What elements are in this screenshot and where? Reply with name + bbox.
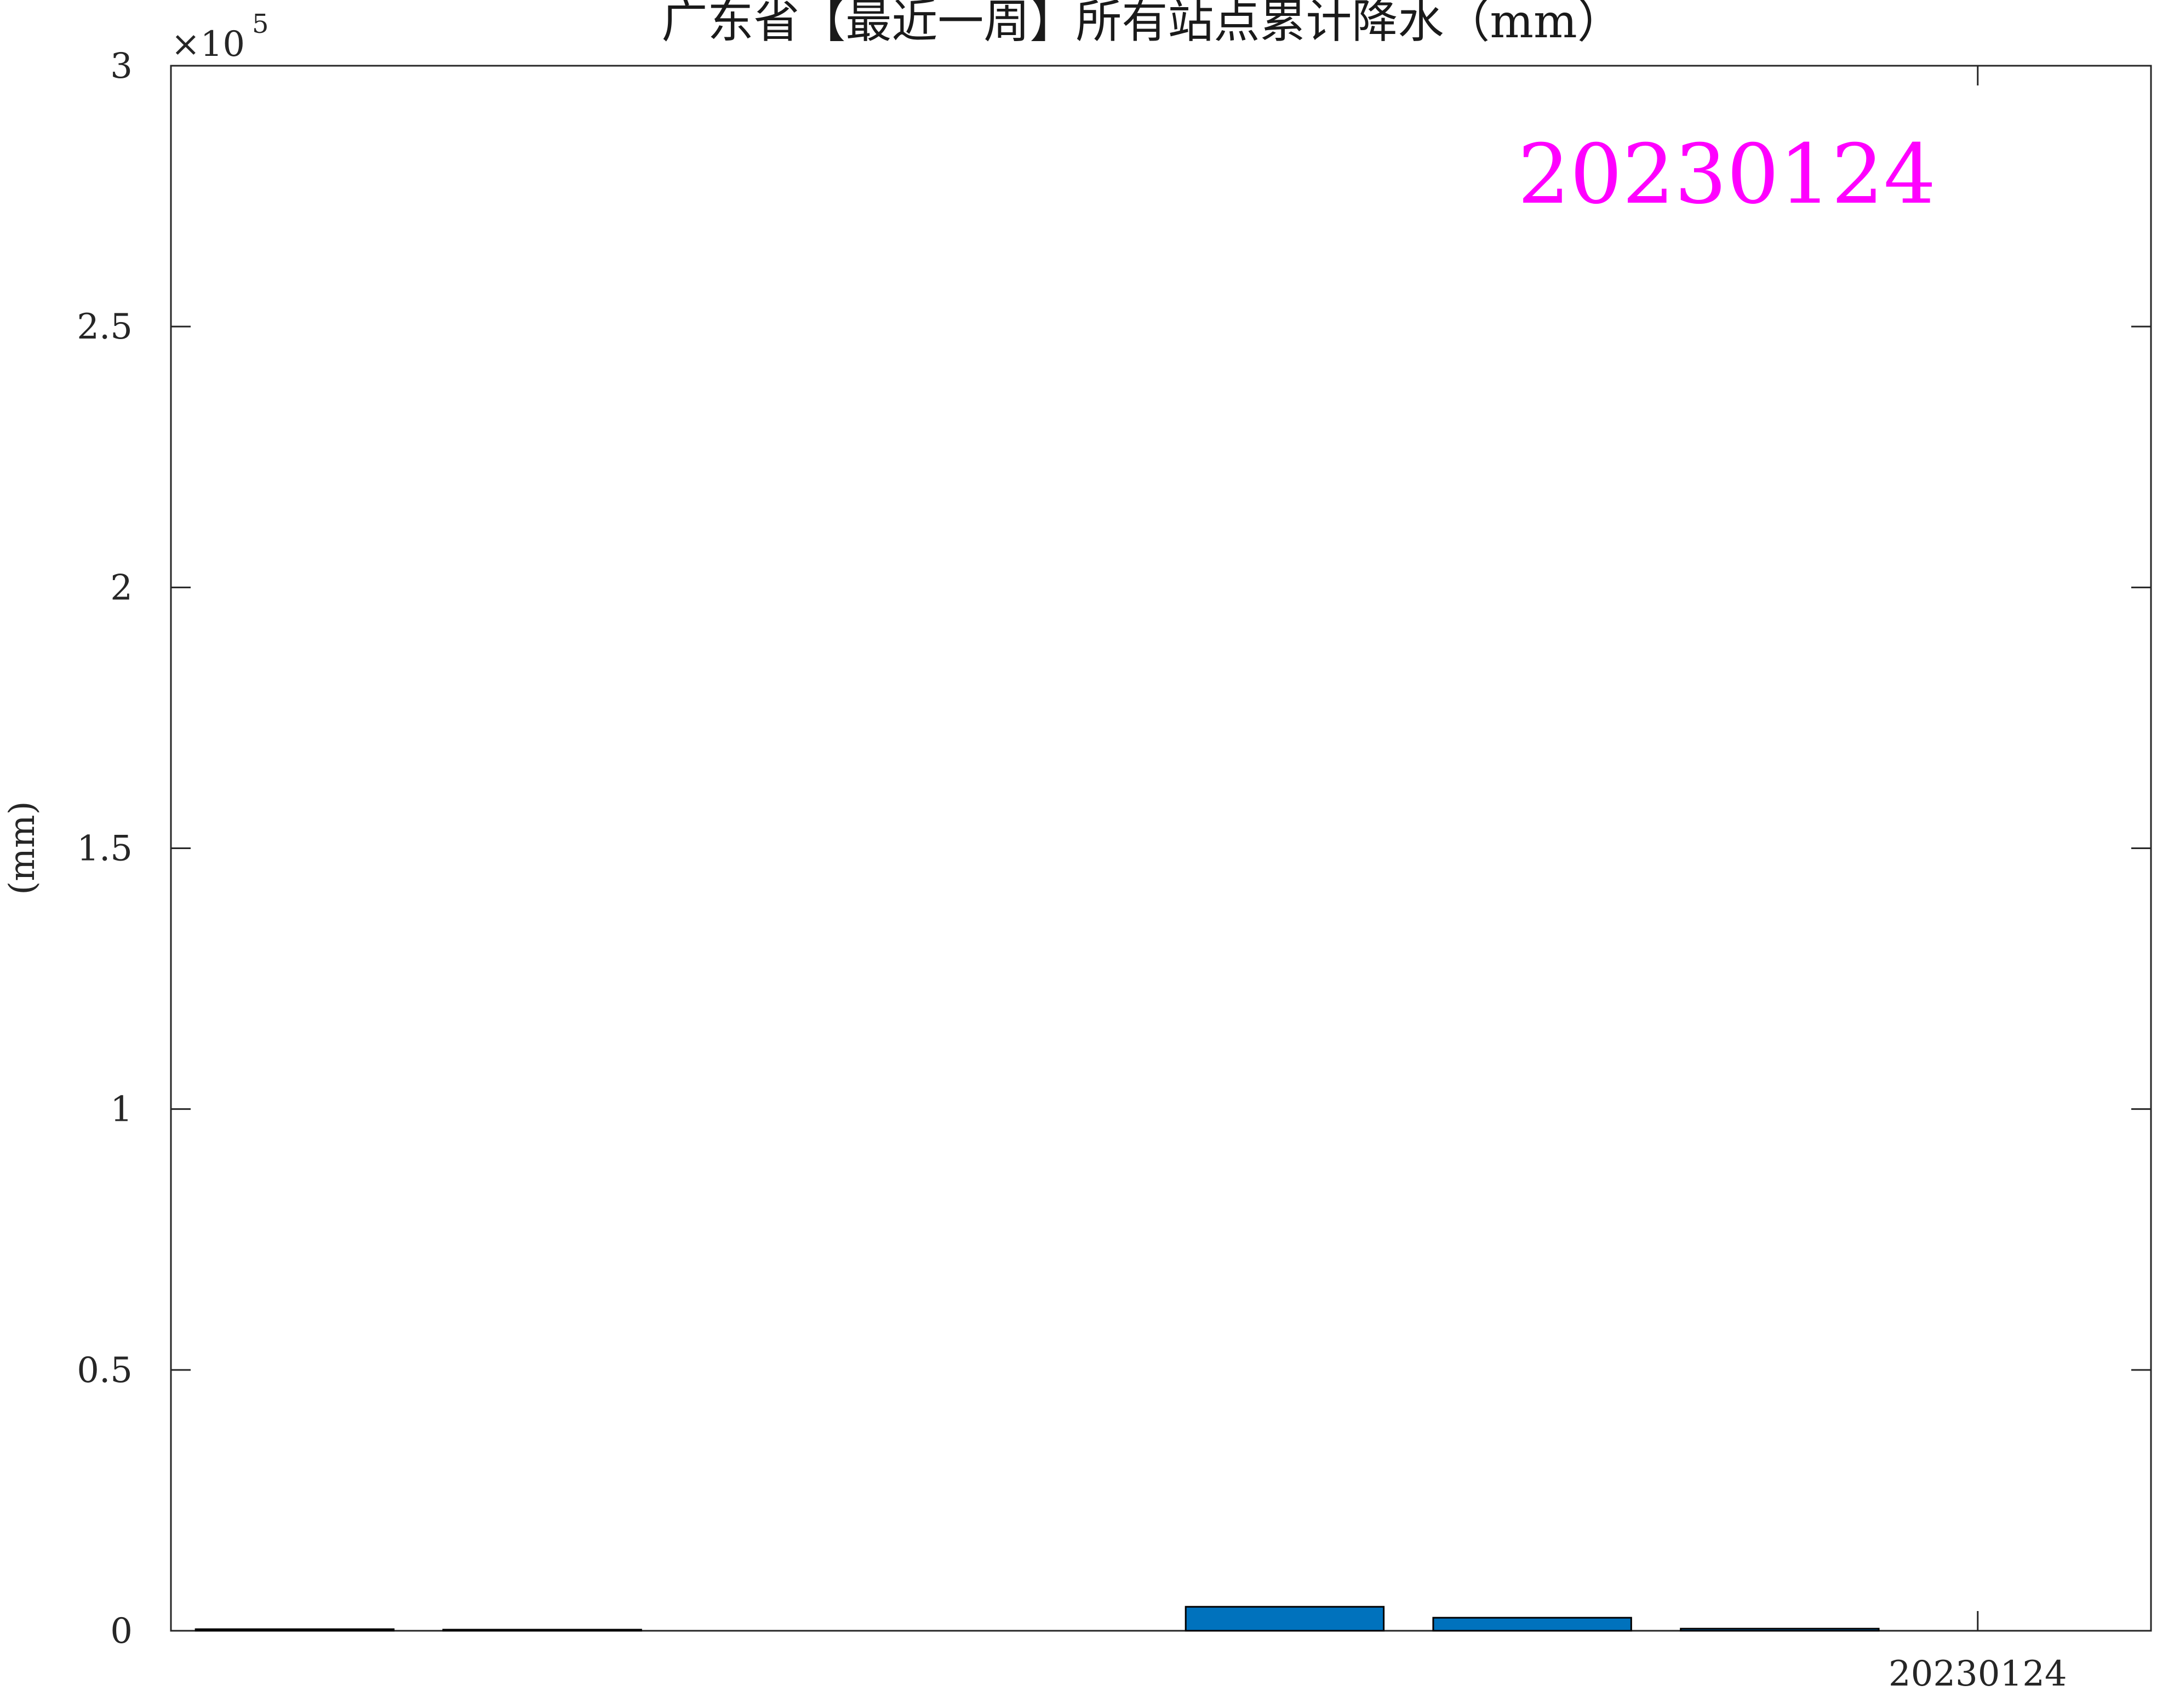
bar (194, 1628, 395, 1632)
y-axis-ticks: 0 0.5 1 1.5 2 2.5 3 (77, 46, 2151, 1652)
y-tick-label: 2.5 (77, 307, 133, 347)
exponent-base: ×10 (171, 24, 245, 65)
bar (1432, 1617, 1632, 1632)
x-tick-label: 20230124 (1889, 1654, 2067, 1694)
date-annotation: 20230124 (1518, 127, 1936, 222)
y-tick-label: 1 (110, 1090, 133, 1130)
y-axis-label: (mm) (2, 801, 43, 895)
y-tick-label: 2 (110, 568, 133, 608)
y-tick-label: 1.5 (77, 829, 133, 869)
bars-group (194, 1606, 1880, 1632)
y-tick-label: 0 (110, 1611, 133, 1652)
bar (1185, 1606, 1385, 1632)
x-axis-ticks: 20230124 (1889, 66, 2067, 1694)
y-tick-label: 3 (110, 46, 133, 87)
bar (1680, 1627, 1880, 1632)
chart-title: 广东省【最近一周】所有站点累计降水（mm） (661, 0, 1623, 48)
bar (442, 1629, 642, 1632)
exponent-label: ×10 5 (171, 9, 269, 65)
exponent-power: 5 (252, 9, 269, 39)
plot-area (170, 65, 2152, 1632)
y-tick-label: 0.5 (77, 1350, 133, 1391)
